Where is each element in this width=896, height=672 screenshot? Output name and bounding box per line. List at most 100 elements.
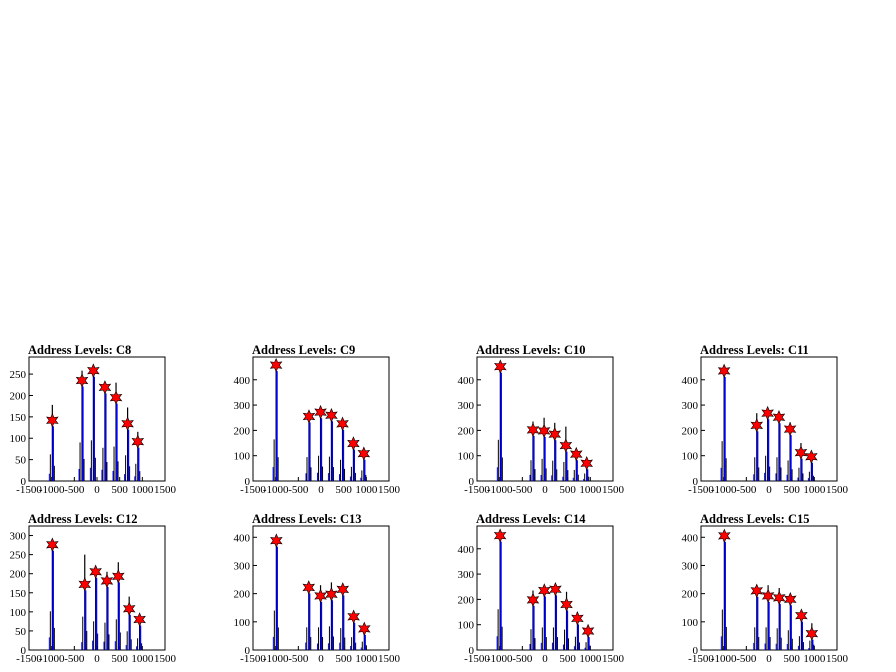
x-tick-label: -1500 [240,653,266,665]
y-tick-label: 200 [234,589,251,601]
y-tick-label: 100 [234,617,251,629]
y-tick-label: 0 [245,645,251,657]
y-tick-label: 250 [10,369,27,381]
x-tick-label: 0 [94,653,100,665]
chart-panel: Address Levels: C9 0 100 200 300 400 -1500-100… [234,343,401,496]
y-tick-label: 0 [245,476,251,488]
peak-marker [112,569,125,584]
peak-marker [795,608,808,623]
x-tick-label: -1000 [487,653,513,665]
x-tick-label: 1500 [154,653,177,665]
y-tick-label: 400 [682,532,699,544]
peak-marker [336,582,350,597]
peak-marker [302,580,316,595]
x-tick-label: -1500 [16,653,42,665]
x-tick-label: 0 [766,653,772,665]
peak-marker [270,533,283,548]
x-tick-label: -1500 [688,484,714,496]
y-tick-label: 200 [10,569,27,581]
y-tick-label: 200 [458,425,475,437]
peak-marker [750,583,764,599]
x-tick-label: -500 [736,653,757,665]
x-tick-label: 1000 [803,484,826,496]
x-tick-label: -1500 [16,484,42,496]
peak-marker [358,621,371,637]
peak-marker [269,357,283,373]
x-tick-label: 1000 [355,653,378,665]
x-tick-label: -1500 [464,653,490,665]
x-tick-label: 0 [542,653,548,665]
peak-marker [794,445,808,460]
y-tick-label: 400 [234,375,251,387]
chart-panel: Address Levels: C10 0 100 200 300 400 -1500-10… [458,343,625,496]
peak-marker [805,449,818,464]
x-tick-label: -1000 [711,484,737,496]
x-tick-label: 1000 [803,653,826,665]
peak-marker [581,623,595,639]
x-tick-label: -1000 [263,653,289,665]
peak-marker [357,446,371,461]
y-tick-label: 50 [15,626,27,638]
x-tick-label: 1500 [378,653,401,665]
x-tick-label: -1000 [263,484,289,496]
peak-marker [549,582,562,597]
x-tick-label: 500 [335,653,352,665]
x-tick-label: 1500 [826,484,849,496]
peak-marker [121,416,134,431]
x-tick-label: 0 [318,484,324,496]
x-tick-label: 1500 [378,484,401,496]
peak-marker [548,426,562,442]
peak-marker [761,405,774,421]
peak-marker [718,528,731,544]
x-tick-label: -500 [64,484,85,496]
peak-marker [87,363,100,378]
peak-marker [784,592,797,607]
y-tick-label: 0 [21,476,27,488]
y-tick-label: 100 [458,620,475,632]
x-tick-label: -1000 [711,653,737,665]
peak-marker [325,586,338,602]
x-tick-label: -500 [512,484,533,496]
x-tick-label: 1500 [602,484,625,496]
x-tick-label: 1000 [131,653,154,665]
chart-panel: Address Levels: C15 0 100 200 300 400 -1500-10… [682,512,849,665]
peak-marker [314,404,327,420]
peak-marker [571,611,584,626]
chart-title: Address Levels: C12 [28,512,138,526]
y-tick-label: 0 [693,645,699,657]
peak-marker [750,418,764,433]
y-tick-label: 150 [10,412,27,424]
peak-marker [347,436,360,451]
x-tick-label: -500 [288,484,309,496]
chart-panel: Address Levels: C12 0 50 100 150 200 250 300 -15… [10,512,177,665]
y-tick-label: 100 [10,433,27,445]
x-tick-label: -1500 [240,484,266,496]
chart-title: Address Levels: C11 [700,343,809,357]
x-tick-label: -500 [64,653,85,665]
y-tick-label: 300 [234,400,251,412]
x-tick-label: 0 [318,653,324,665]
x-tick-label: -1500 [688,653,714,665]
peak-marker [46,537,59,552]
chart-panel: Address Levels: C13 0 100 200 300 400 -1500-10… [234,512,401,665]
x-tick-label: -500 [736,484,757,496]
peak-marker [537,423,551,439]
y-tick-label: 0 [693,476,699,488]
x-tick-label: 500 [111,653,128,665]
peak-marker [78,577,92,592]
y-tick-label: 300 [682,560,699,572]
y-tick-label: 0 [21,645,27,657]
peak-marker [580,456,593,471]
x-tick-label: 1500 [602,653,625,665]
x-tick-label: 500 [559,484,576,496]
y-tick-label: 150 [10,588,27,600]
y-tick-label: 100 [682,617,699,629]
peak-marker [783,421,797,437]
chart-title: Address Levels: C14 [476,512,586,526]
y-tick-label: 400 [458,544,475,556]
y-tick-label: 100 [10,607,27,619]
x-tick-label: 1500 [154,484,177,496]
peak-marker [761,588,775,604]
chart-panel: Address Levels: C8 0 50 100 150 200 250 -1500-1… [10,343,177,496]
